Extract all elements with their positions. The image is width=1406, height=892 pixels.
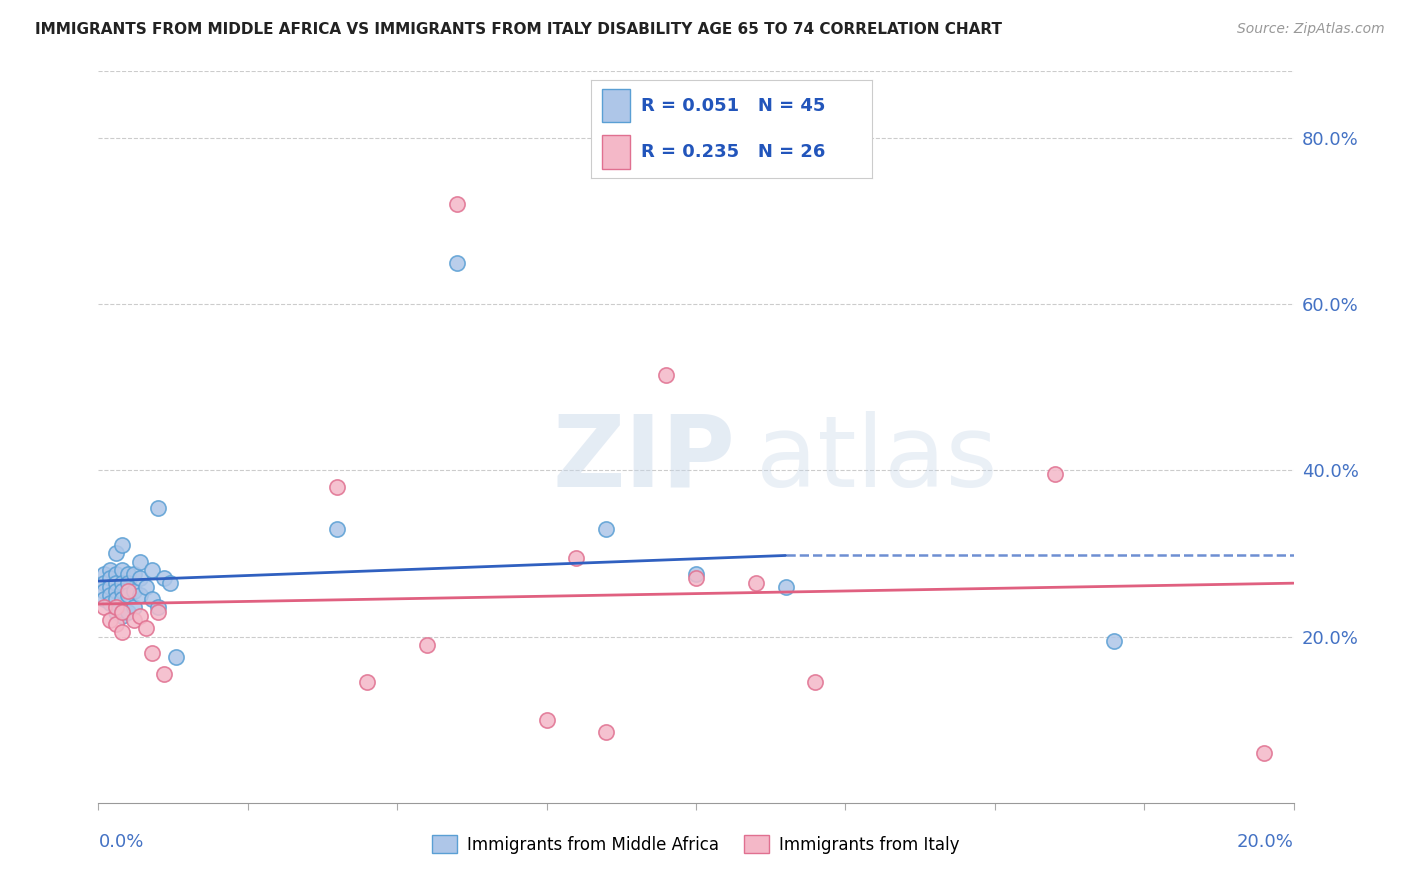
Point — [111, 608, 134, 623]
Text: atlas: atlas — [756, 410, 997, 508]
FancyBboxPatch shape — [602, 89, 630, 122]
Text: 20.0%: 20.0% — [1237, 833, 1294, 851]
Point — [98, 571, 122, 585]
Point — [117, 588, 139, 602]
Point — [105, 600, 128, 615]
Point — [105, 567, 128, 582]
Point — [153, 571, 176, 585]
Point — [117, 567, 139, 582]
Point — [1253, 746, 1275, 760]
Point — [98, 613, 122, 627]
Point — [105, 546, 128, 560]
Point — [595, 521, 617, 535]
Point — [356, 675, 378, 690]
Point — [326, 480, 349, 494]
Point — [117, 583, 139, 598]
Point — [124, 600, 146, 615]
Point — [111, 605, 134, 619]
Point — [655, 368, 678, 382]
Point — [111, 575, 134, 590]
Point — [135, 621, 157, 635]
Text: R = 0.235   N = 26: R = 0.235 N = 26 — [641, 143, 825, 161]
Text: Source: ZipAtlas.com: Source: ZipAtlas.com — [1237, 22, 1385, 37]
Point — [129, 555, 152, 569]
Point — [804, 675, 827, 690]
Point — [129, 588, 152, 602]
Point — [93, 575, 115, 590]
Legend: Immigrants from Middle Africa, Immigrants from Italy: Immigrants from Middle Africa, Immigrant… — [426, 829, 966, 860]
Point — [153, 667, 176, 681]
Point — [117, 575, 139, 590]
FancyBboxPatch shape — [602, 136, 630, 169]
Text: R = 0.051   N = 45: R = 0.051 N = 45 — [641, 97, 825, 115]
Point — [93, 600, 115, 615]
Point — [105, 605, 128, 619]
Point — [98, 580, 122, 594]
Point — [745, 575, 768, 590]
Point — [129, 608, 152, 623]
Point — [129, 571, 152, 585]
Point — [685, 567, 707, 582]
Point — [105, 617, 128, 632]
Point — [124, 613, 146, 627]
Text: 0.0%: 0.0% — [98, 833, 143, 851]
Point — [159, 575, 181, 590]
Point — [165, 650, 187, 665]
Point — [141, 563, 163, 577]
Point — [98, 588, 122, 602]
Point — [141, 592, 163, 607]
Point — [565, 550, 588, 565]
Point — [416, 638, 439, 652]
Point — [111, 538, 134, 552]
Point — [135, 580, 157, 594]
Point — [148, 500, 170, 515]
Point — [685, 571, 707, 585]
Point — [148, 605, 170, 619]
Point — [93, 567, 115, 582]
Point — [141, 646, 163, 660]
Point — [111, 592, 134, 607]
Text: ZIP: ZIP — [553, 410, 735, 508]
Point — [117, 605, 139, 619]
Point — [93, 583, 115, 598]
Point — [148, 600, 170, 615]
Point — [446, 255, 468, 269]
Point — [111, 583, 134, 598]
Point — [105, 583, 128, 598]
Point — [446, 197, 468, 211]
Point — [105, 575, 128, 590]
Point — [111, 563, 134, 577]
Point — [536, 713, 558, 727]
Point — [595, 725, 617, 739]
Point — [98, 596, 122, 610]
Point — [105, 592, 128, 607]
Point — [326, 521, 349, 535]
Point — [1104, 633, 1126, 648]
Point — [98, 563, 122, 577]
Text: IMMIGRANTS FROM MIDDLE AFRICA VS IMMIGRANTS FROM ITALY DISABILITY AGE 65 TO 74 C: IMMIGRANTS FROM MIDDLE AFRICA VS IMMIGRA… — [35, 22, 1002, 37]
Point — [124, 583, 146, 598]
Point — [124, 567, 146, 582]
Point — [775, 580, 797, 594]
Point — [93, 592, 115, 607]
Point — [1043, 467, 1066, 482]
Point — [111, 625, 134, 640]
